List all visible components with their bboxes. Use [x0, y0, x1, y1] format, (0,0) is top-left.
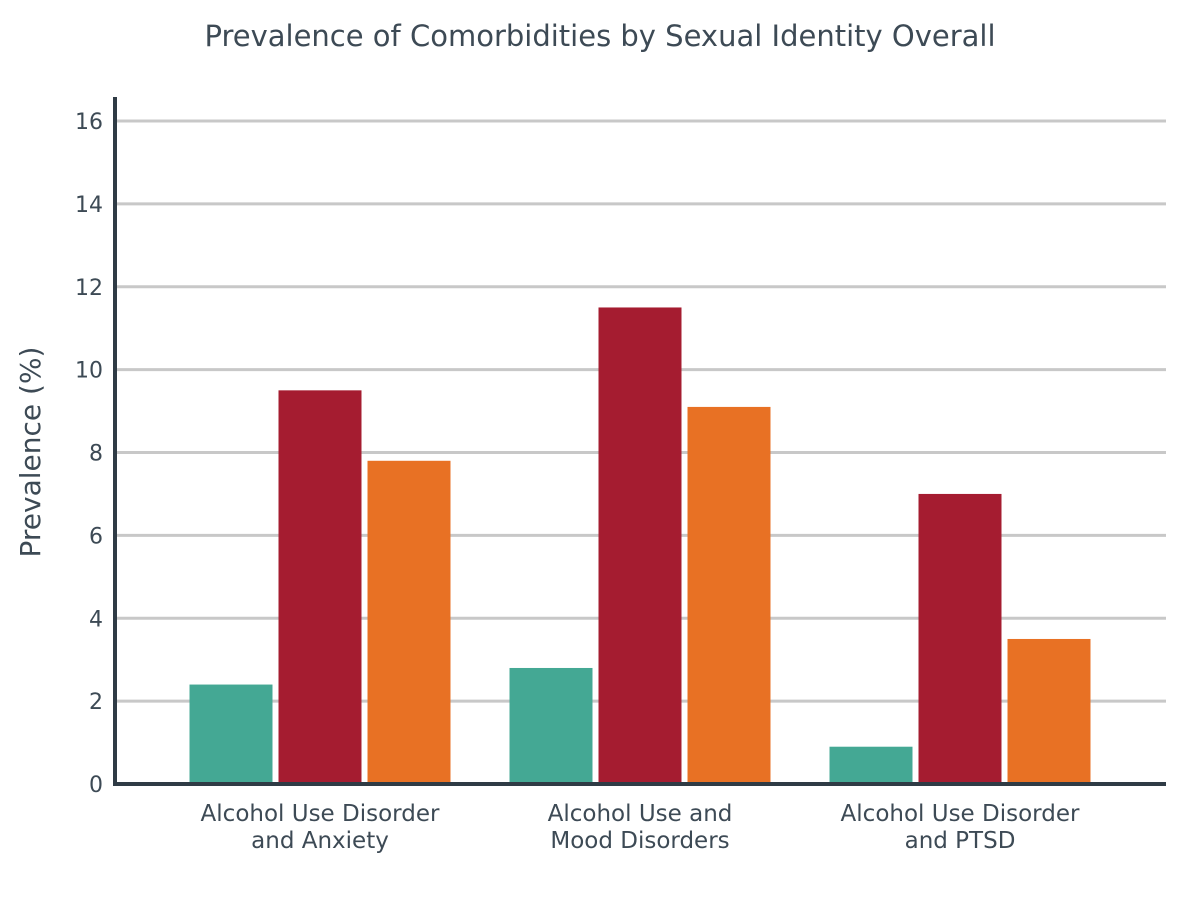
bar: [278, 390, 362, 784]
x-category-label: Alcohol Use Disorder: [841, 801, 1080, 827]
y-tick-label: 16: [75, 110, 103, 135]
y-tick-label: 10: [75, 359, 103, 384]
y-tick-label: 12: [75, 276, 103, 301]
x-category-label: and Anxiety: [251, 828, 389, 854]
y-tick-label: 14: [75, 193, 103, 218]
x-category-label: Alcohol Use Disorder: [201, 801, 440, 827]
y-tick-label: 0: [89, 773, 103, 798]
bar: [918, 493, 1002, 784]
x-category-label: and PTSD: [905, 828, 1016, 854]
chart-title: Prevalence of Comorbidities by Sexual Id…: [204, 19, 995, 53]
bar: [1007, 638, 1091, 784]
y-axis-label: Prevalence (%): [14, 347, 47, 558]
y-tick-label: 6: [89, 524, 103, 549]
bar: [367, 460, 451, 784]
y-tick-label: 4: [89, 607, 103, 632]
bar: [509, 667, 593, 784]
bar: [829, 746, 913, 784]
x-category-label: Mood Disorders: [550, 828, 729, 854]
y-tick-label: 2: [89, 690, 103, 715]
y-tick-labels: 0 2 4 6 8 10 12 14 16: [75, 110, 103, 798]
bar: [598, 307, 682, 784]
y-tick-label: 8: [89, 442, 103, 467]
x-category-label: Alcohol Use and: [548, 801, 733, 827]
bars: [189, 307, 1091, 784]
bar: [189, 684, 273, 784]
bar: [687, 406, 771, 784]
